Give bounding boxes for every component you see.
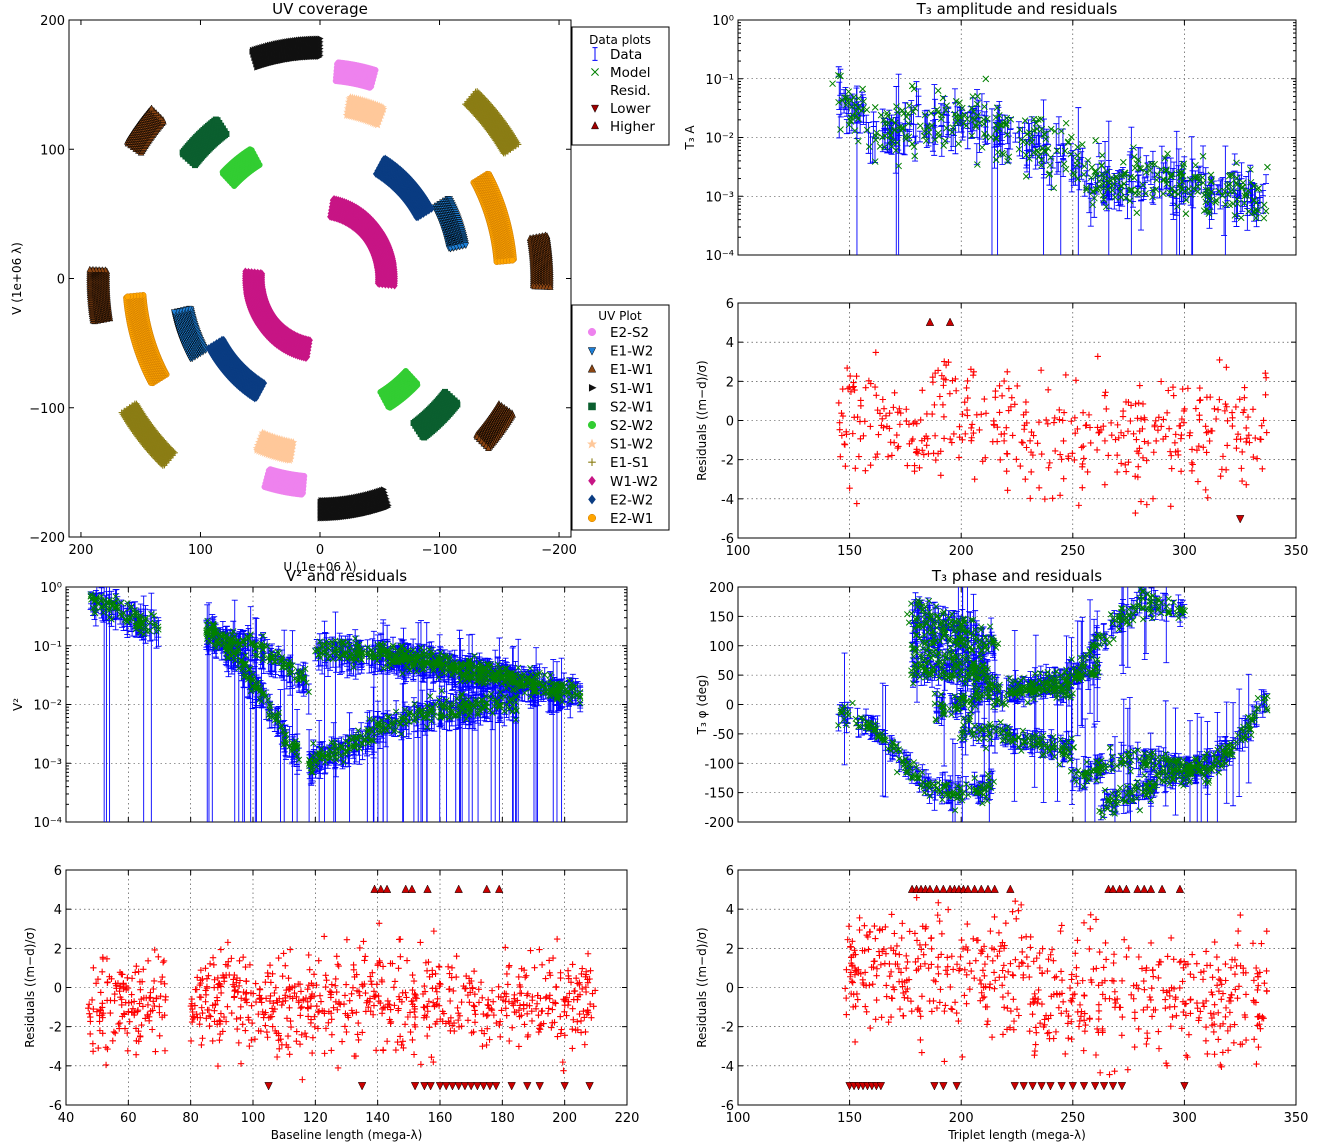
uv-point (419, 433, 426, 440)
y-tick-label: 0 (57, 273, 65, 288)
uv-point (385, 403, 392, 410)
uv-point (248, 147, 255, 154)
uv-point (261, 483, 269, 491)
y-tick-label: 100 (40, 143, 65, 158)
x-axis-label: U (1e+06 λ) (283, 560, 356, 574)
x-tick-label: 0 (316, 543, 324, 558)
y-tick-label: −100 (29, 402, 65, 417)
y-axis-label: V (1e+06 λ) (10, 242, 24, 315)
y-tick-label: 200 (40, 14, 65, 29)
x-tick-label: 200 (69, 543, 94, 558)
uv-point (371, 66, 379, 74)
x-tick-label: −200 (541, 543, 577, 558)
uv-series-e1-s1 (118, 88, 522, 469)
uv-point (462, 242, 470, 250)
y-tick-label: −200 (29, 531, 65, 546)
uv-series-s1-w2 (252, 93, 388, 464)
uv-series-s2-w1 (179, 116, 461, 441)
uv-series-e1-w2 (170, 196, 470, 363)
uv-point (214, 117, 221, 124)
uv-series-e2-s2 (261, 59, 379, 498)
uv-series-e1-w1 (86, 104, 554, 452)
x-tick-label: −100 (422, 543, 458, 558)
plot-frame (68, 19, 572, 538)
uv-marks (86, 35, 554, 522)
x-tick-label: 100 (188, 543, 213, 558)
uv-panel: 200 100 0 −100 −200 200 100 0 −100 −200 UV coverag… (10, 0, 577, 574)
chart-title: UV coverage (272, 0, 368, 18)
